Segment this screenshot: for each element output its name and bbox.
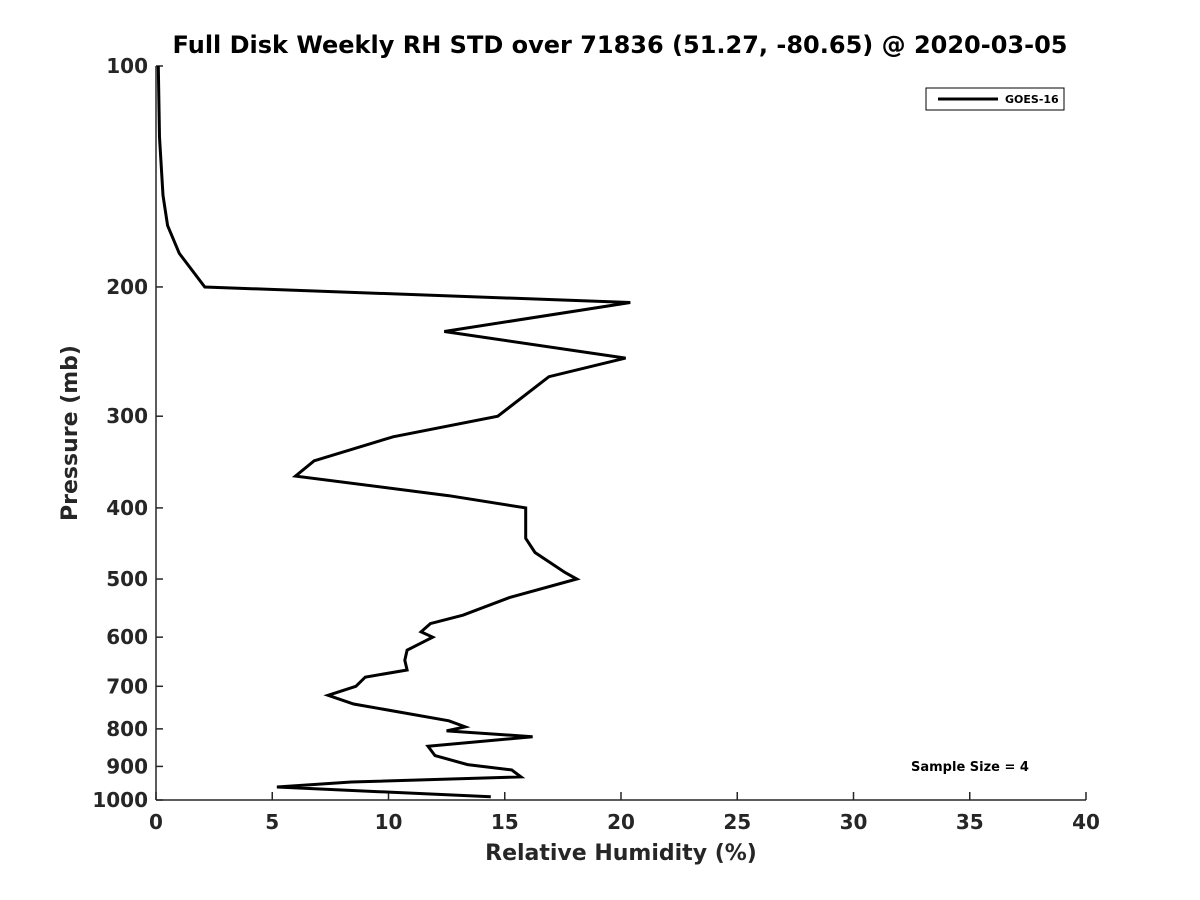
y-tick-label: 200 [106, 275, 148, 299]
sample-size-annotation: Sample Size = 4 [911, 760, 1029, 775]
x-tick-label: 0 [149, 810, 163, 834]
x-tick-label: 5 [265, 810, 279, 834]
y-tick-label: 700 [106, 674, 148, 698]
y-tick-label: 1000 [92, 788, 148, 812]
legend-label: GOES-16 [1005, 93, 1059, 106]
y-tick-label: 900 [106, 754, 148, 778]
y-axis: 100 200 300 400 500 600 700 800 900 1000 [92, 54, 163, 812]
y-tick-label: 300 [106, 404, 148, 428]
x-tick-label: 10 [375, 810, 403, 834]
legend: GOES-16 [925, 87, 1065, 111]
x-tick-label: 15 [491, 810, 519, 834]
x-tick-label: 35 [956, 810, 984, 834]
x-axis: 0 5 10 15 20 25 30 35 40 [149, 792, 1100, 834]
x-tick-label: 25 [723, 810, 751, 834]
x-tick-label: 30 [840, 810, 868, 834]
y-tick-label: 800 [106, 717, 148, 741]
y-tick-label: 100 [106, 54, 148, 78]
y-tick-label: 400 [106, 496, 148, 520]
x-tick-label: 40 [1072, 810, 1100, 834]
series-line-goes16 [156, 65, 631, 799]
y-tick-label: 500 [106, 567, 148, 591]
chart-title: Full Disk Weekly RH STD over 71836 (51.2… [173, 31, 1068, 59]
x-axis-label: Relative Humidity (%) [485, 841, 757, 866]
y-axis-label: Pressure (mb) [58, 345, 83, 521]
y-tick-label: 600 [106, 625, 148, 649]
x-tick-label: 20 [607, 810, 635, 834]
